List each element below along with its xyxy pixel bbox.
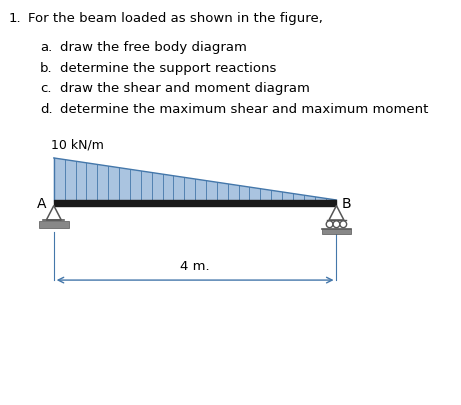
Text: For the beam loaded as shown in the figure,: For the beam loaded as shown in the figu… (28, 12, 323, 25)
Bar (322, 229, 350, 234)
Text: b.: b. (40, 62, 53, 75)
Circle shape (340, 221, 347, 228)
Polygon shape (47, 206, 61, 220)
Text: 4 m.: 4 m. (180, 260, 210, 273)
Text: c.: c. (40, 82, 52, 95)
Text: draw the shear and moment diagram: draw the shear and moment diagram (59, 82, 310, 95)
Bar (39, 222, 69, 228)
Text: determine the maximum shear and maximum moment: determine the maximum shear and maximum … (59, 103, 428, 116)
Text: B: B (341, 196, 351, 210)
Text: draw the free body diagram: draw the free body diagram (59, 41, 247, 54)
Text: 10 kN/m: 10 kN/m (51, 139, 104, 151)
Polygon shape (54, 159, 337, 200)
Polygon shape (329, 206, 344, 220)
Polygon shape (54, 200, 337, 206)
Text: determine the support reactions: determine the support reactions (59, 62, 276, 75)
Text: 1.: 1. (9, 12, 21, 25)
Circle shape (333, 221, 340, 228)
Circle shape (326, 221, 333, 228)
Text: d.: d. (40, 103, 53, 116)
Text: A: A (37, 196, 47, 210)
Text: a.: a. (40, 41, 52, 54)
